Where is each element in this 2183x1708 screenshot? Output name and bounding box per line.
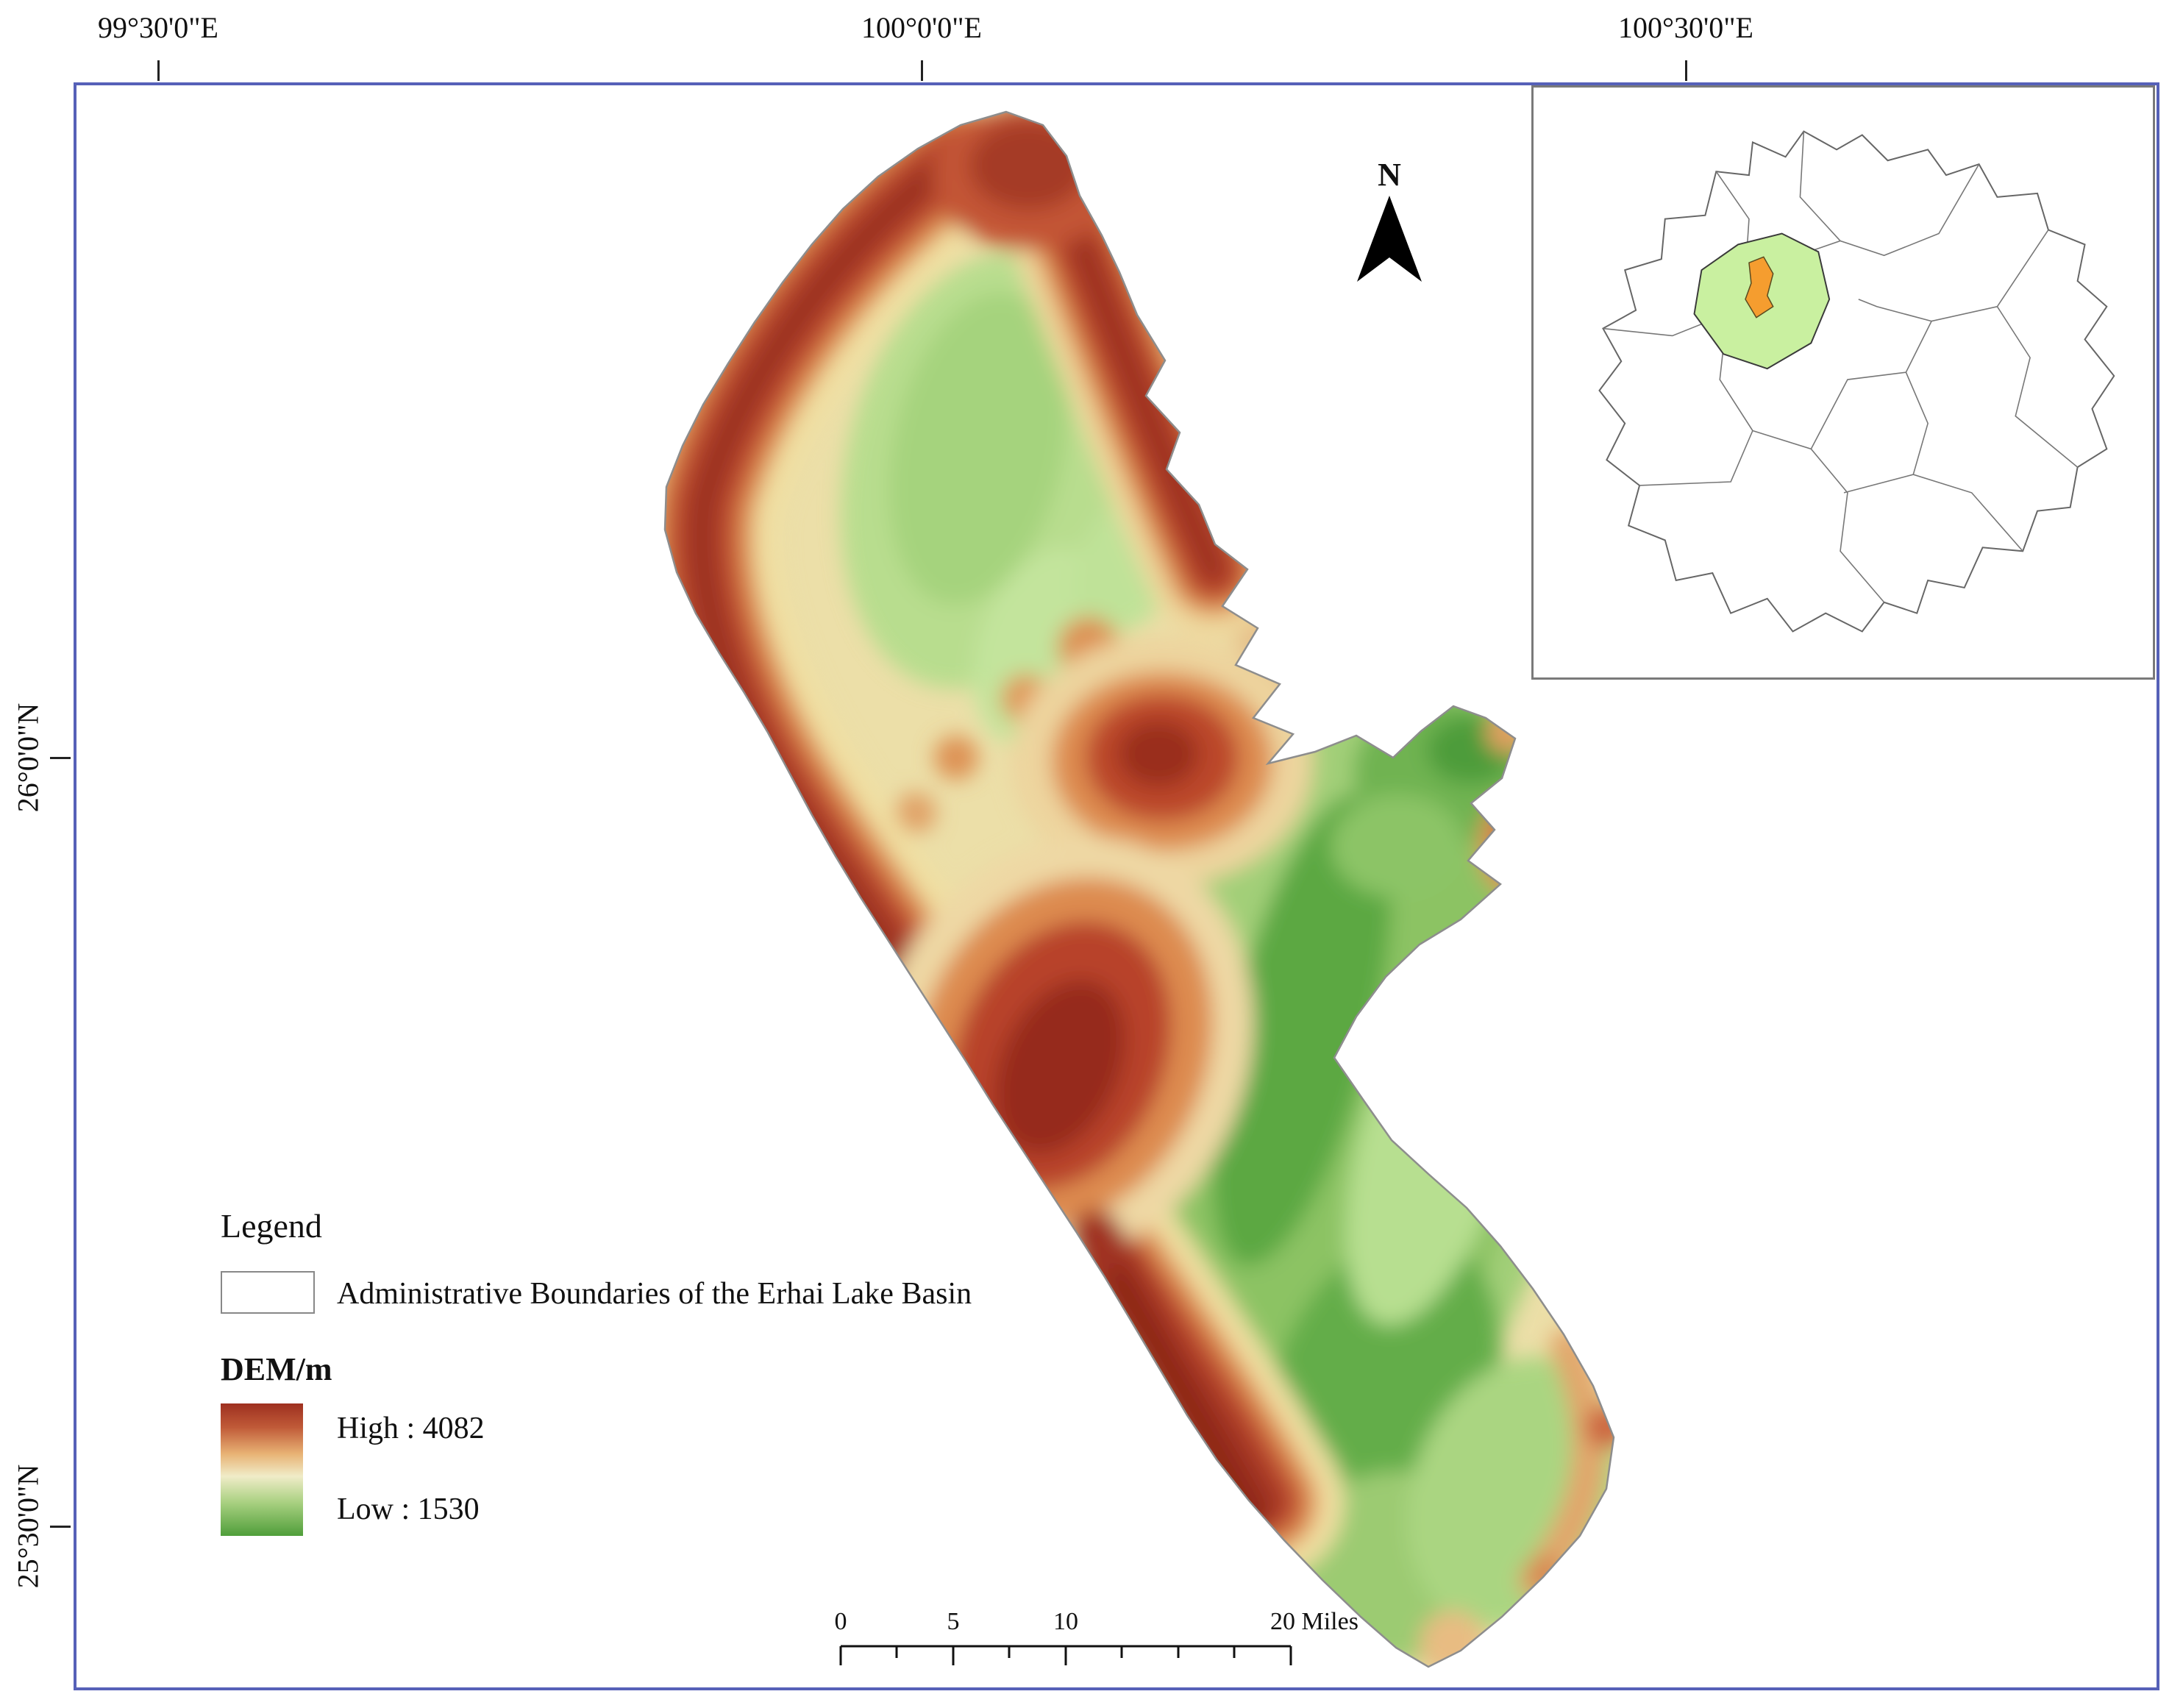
axis-tick	[157, 60, 160, 81]
inset-canvas	[1598, 130, 2115, 633]
axis-tick	[1685, 60, 1687, 81]
scalebar-label-5: 5	[947, 1608, 960, 1635]
basin-outline	[663, 110, 1615, 1668]
scalebar-label-20-miles: 20 Miles	[1270, 1608, 1358, 1635]
scalebar-label-0: 0	[834, 1608, 847, 1635]
north-label: N	[1378, 157, 1401, 193]
scalebar	[839, 1645, 1292, 1665]
axis-tick	[50, 757, 71, 759]
longitude-label-1: 99°30'0"E	[98, 11, 218, 44]
basin-location-marker	[1745, 256, 1774, 319]
prefecture-boundaries	[1603, 131, 2079, 603]
admin-boundary-label: Administrative Boundaries of the Erhai L…	[337, 1277, 972, 1311]
axis-tick	[50, 1526, 71, 1528]
legend: Legend Administrative Boundaries of the …	[213, 1206, 1317, 1559]
longitude-label-3: 100°30'0"E	[1618, 11, 1753, 44]
inset-map	[1531, 85, 2155, 680]
legend-title: Legend	[221, 1207, 322, 1245]
admin-boundary-swatch	[221, 1271, 315, 1314]
province-outline	[1598, 130, 2115, 633]
dem-color-ramp	[221, 1403, 303, 1536]
dem-legend-title: DEM/m	[221, 1351, 332, 1387]
scalebar-label-10: 10	[1053, 1608, 1078, 1635]
axis-tick	[921, 60, 923, 81]
dem-high-label: High : 4082	[337, 1412, 485, 1445]
dem-low-label: Low : 1530	[337, 1492, 480, 1526]
north-arrow-icon	[1357, 196, 1422, 282]
longitude-label-2: 100°0'0"E	[861, 11, 982, 44]
